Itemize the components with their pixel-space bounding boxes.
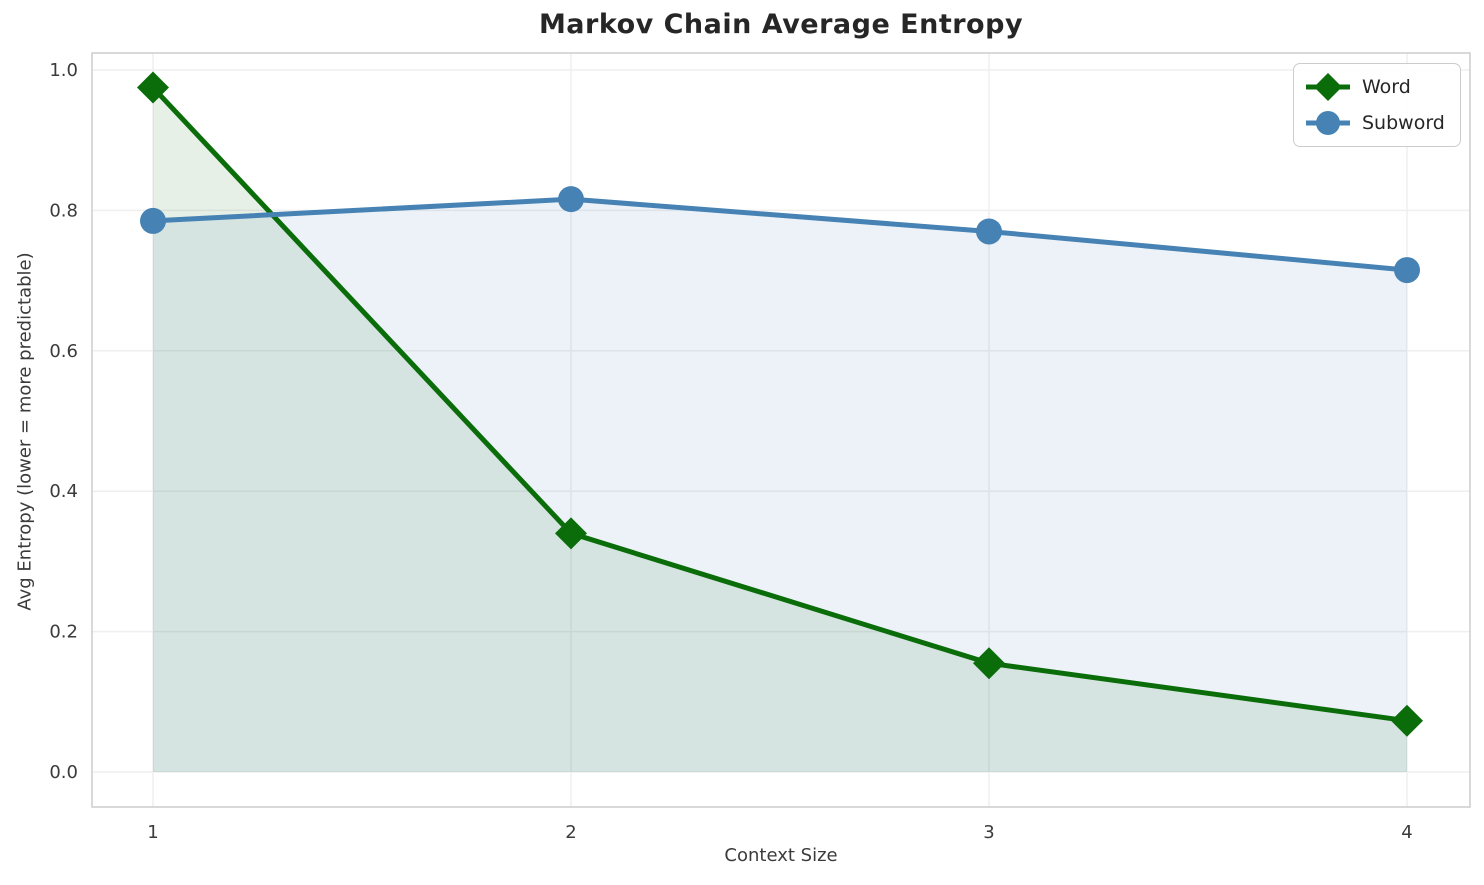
y-tick-label: 0.2: [49, 622, 78, 643]
area-fill-subword: [153, 199, 1407, 773]
data-point-word-x2: [555, 517, 587, 550]
y-axis-label: Avg Entropy (lower = more predictable): [14, 252, 36, 611]
y-tick-label: 0.6: [49, 341, 78, 362]
series-line-word: [150, 85, 1410, 724]
data-point-subword-x3: [976, 218, 1002, 245]
data-point-word-x1: [137, 71, 169, 104]
y-tick-label: 1.0: [49, 60, 78, 81]
series-line-subword: [150, 196, 1410, 273]
chart-title: Markov Chain Average Entropy: [538, 9, 1024, 40]
legend-label-subword: Subword: [1362, 111, 1445, 134]
plot-border: [91, 52, 1471, 808]
legend: Word Subword: [1293, 63, 1461, 147]
legend-label-word: Word: [1362, 75, 1411, 98]
x-tick-label: 4: [1401, 822, 1412, 843]
y-tick-label: 0.8: [49, 200, 78, 221]
data-point-subword-x2: [558, 186, 584, 213]
y-tick-label: 0.4: [49, 481, 78, 502]
x-tick-label: 1: [147, 822, 158, 843]
word-series-diamond-icon: [1306, 73, 1350, 101]
legend-entry-subword: Subword: [1304, 108, 1448, 138]
legend-entry-word: Word: [1304, 72, 1448, 102]
data-point-word-x3: [973, 647, 1005, 680]
area-fill-word: [153, 87, 1407, 773]
y-tick-label: 0.0: [49, 762, 78, 783]
data-point-subword-x1: [140, 207, 166, 234]
subword-series-circle-icon: [1306, 111, 1350, 135]
data-point-word-x4: [1391, 704, 1423, 737]
data-point-subword-x4: [1394, 257, 1420, 284]
x-tick-label: 2: [565, 822, 576, 843]
x-tick-label: 3: [983, 822, 994, 843]
x-axis-label: Context Size: [724, 845, 838, 866]
